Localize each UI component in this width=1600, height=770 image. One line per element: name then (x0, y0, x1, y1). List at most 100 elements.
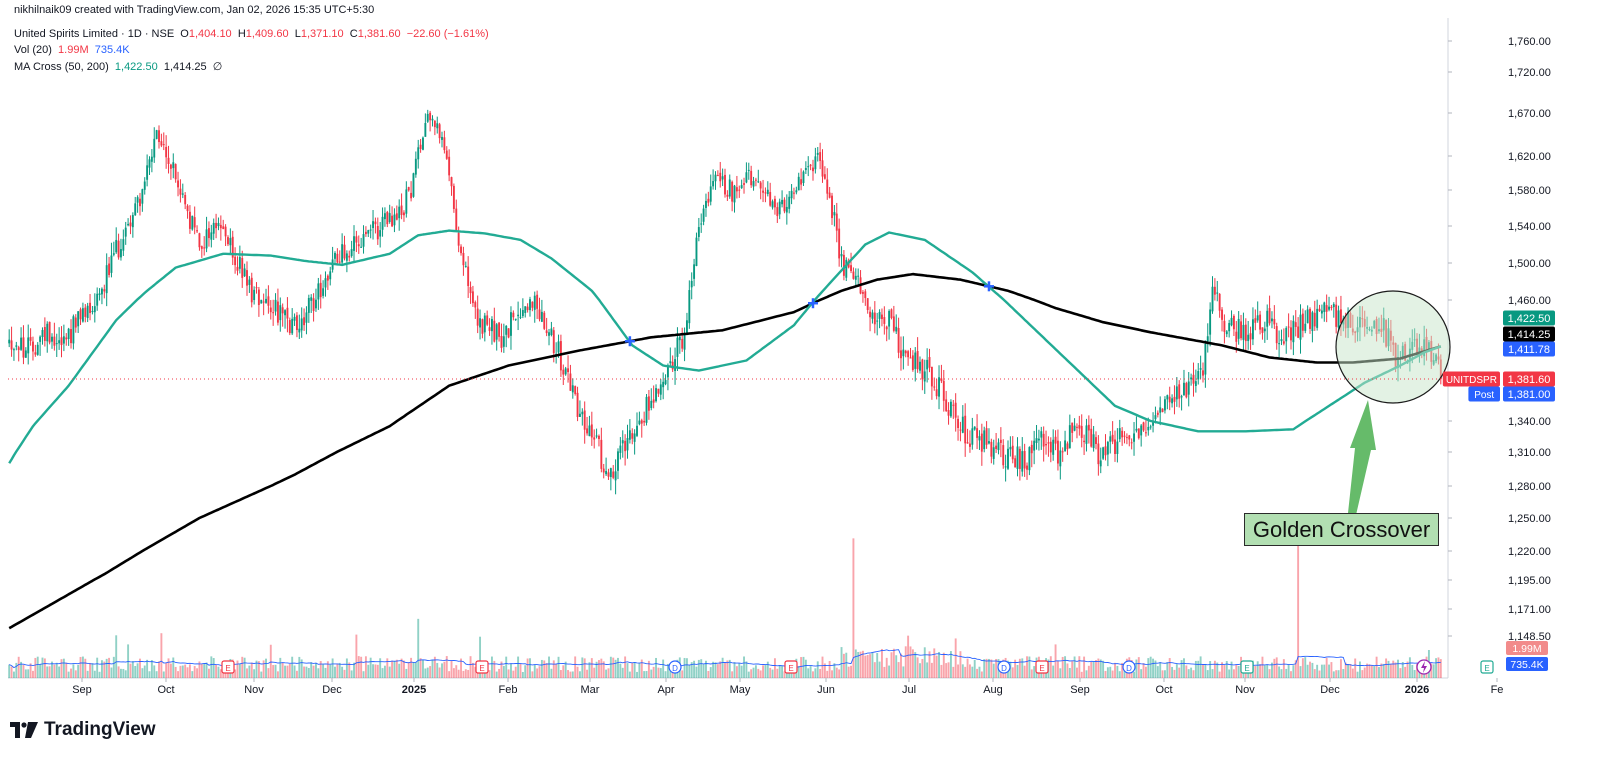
volume-bar (631, 662, 634, 678)
volume-bar (1297, 519, 1300, 678)
candle-body (567, 368, 569, 373)
volume-bar (70, 668, 72, 678)
volume-bar (1018, 658, 1021, 678)
volume-bar (1149, 656, 1152, 678)
volume-bar (426, 667, 429, 678)
volume-bar (878, 661, 881, 678)
candle-body (148, 159, 151, 168)
candle-body (502, 336, 505, 347)
time-axis: Sep Oct Nov Dec 2025 Feb Mar Apr May Jun Jul Aug Sep… (72, 659, 1504, 696)
volume-bar (1306, 664, 1309, 678)
candle-body (517, 314, 520, 317)
volume-bar (562, 665, 565, 678)
candle-body (1254, 318, 1257, 323)
volume-bar (207, 668, 210, 678)
candle-body (757, 181, 760, 183)
candle-body (293, 316, 296, 321)
candle-body (319, 282, 322, 298)
volume-bar (412, 662, 415, 678)
candle-body (576, 392, 579, 417)
candle-body (98, 293, 101, 295)
candle-body (1080, 425, 1083, 438)
candle-body (58, 340, 61, 344)
candle-body (602, 468, 605, 473)
volume-bar (864, 655, 867, 678)
candle-body (372, 221, 374, 229)
volume-bar (638, 662, 641, 678)
candle-body (878, 312, 881, 319)
volume-bar (598, 660, 600, 678)
candle-body (139, 198, 141, 207)
candle-body (624, 440, 627, 452)
volume-bar (479, 636, 482, 678)
candle-body (795, 190, 798, 193)
candle-body (364, 231, 367, 235)
volume-bar (303, 666, 306, 678)
tradingview-logo[interactable]: TradingView (10, 719, 156, 741)
volume-bar (103, 661, 106, 678)
volume-bar (681, 670, 684, 678)
candle-body (291, 318, 294, 334)
volume-bar (705, 660, 707, 678)
volume-bar (776, 668, 779, 678)
volume-bar (1064, 656, 1067, 678)
volume-bar (693, 660, 696, 678)
volume-bar (852, 538, 855, 678)
volume-bar (1430, 663, 1433, 678)
candle-body (1035, 438, 1038, 443)
volume-bar (1109, 666, 1112, 678)
volume-bar (448, 671, 451, 678)
candle-body (973, 426, 976, 430)
volume-bar (1342, 669, 1345, 678)
volume-bar (10, 666, 13, 678)
volume-bar (992, 663, 995, 678)
candle-body (521, 310, 524, 317)
volume-bar (968, 664, 971, 678)
candle-body (362, 234, 365, 247)
volume-bar (253, 669, 256, 678)
volume-bar (735, 666, 738, 678)
candle-body (636, 425, 638, 436)
candle-body (652, 399, 655, 403)
price-tag: 1,381.60 UNITDSPR (1442, 371, 1555, 387)
candle-body (819, 152, 822, 161)
volume-bar (840, 647, 843, 678)
volume-bar (1028, 656, 1031, 678)
volume-bar (1180, 660, 1183, 678)
volume-bar (60, 659, 63, 678)
candle-body (312, 298, 315, 311)
volume-bar (1356, 671, 1359, 678)
candle-body (479, 318, 482, 328)
volume-bar (1099, 659, 1102, 678)
volume-bar (1159, 662, 1162, 678)
volume-bar (505, 656, 508, 678)
volume-bar (469, 656, 472, 678)
event-marker: E (1240, 660, 1254, 674)
volume-bar (24, 669, 27, 678)
volume-bar (700, 659, 703, 678)
candle-body (334, 252, 336, 259)
volume-bar (177, 671, 179, 678)
volume-bar (1399, 668, 1402, 678)
volume-bar (540, 659, 543, 678)
candle-body (1240, 321, 1243, 339)
price-tag-bg (1503, 371, 1555, 387)
candle-body (707, 198, 710, 203)
volume-bar (246, 668, 248, 678)
candle-body (500, 336, 503, 348)
volume-bar (617, 657, 619, 678)
candle-body (10, 340, 13, 350)
price-tag-text: 1,381.00 (1508, 389, 1551, 401)
candle-body (833, 212, 836, 216)
candle-body (1156, 412, 1159, 415)
candle-body (1216, 292, 1219, 294)
time-tick-label: Jun (817, 684, 835, 696)
volume-bar (695, 666, 698, 678)
time-tick-label: Fe (1491, 684, 1504, 696)
candle-body (393, 214, 396, 226)
candle-body (809, 164, 812, 166)
candle-body (510, 312, 512, 336)
candle-body (193, 217, 196, 228)
volume-bar (198, 661, 201, 678)
